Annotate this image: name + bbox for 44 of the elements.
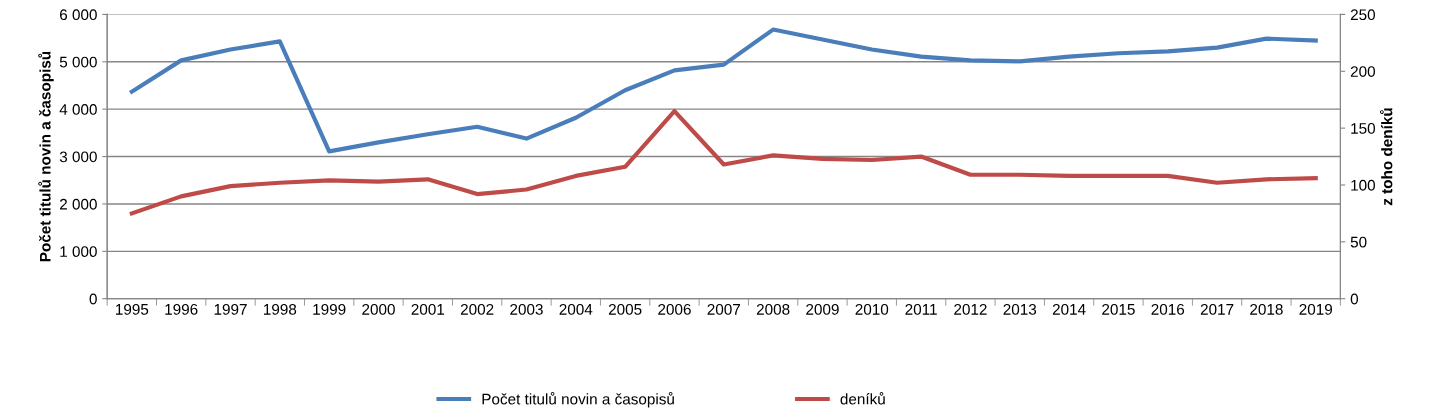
x-tick-label: 2004	[559, 303, 593, 315]
x-tick-label: 2005	[608, 303, 642, 315]
x-tick-label: 2002	[460, 303, 494, 315]
x-tick-label: 2001	[411, 303, 445, 315]
y-tick-label: 4 000	[59, 104, 97, 115]
x-tick-label: 1997	[214, 303, 247, 315]
x-tick-label: 2014	[1052, 303, 1086, 315]
line-series	[129, 27, 1318, 154]
y2-tick-label: 0	[1350, 293, 1359, 305]
y2-tick-label: 100	[1351, 179, 1376, 191]
x-tick-label: 2013	[1003, 303, 1037, 315]
x-tick-label: 2018	[1250, 303, 1283, 315]
legend-label: deníků	[840, 392, 885, 405]
x-tick-label: 2015	[1102, 303, 1135, 315]
x-tick-label: 1996	[165, 303, 198, 315]
x-tick-label: 2007	[707, 303, 741, 315]
y2-tick-label: 200	[1350, 66, 1376, 77]
x-tick-label: 1998	[264, 303, 297, 315]
x-tick-label: 2003	[510, 303, 543, 315]
y-tick-label: 5 000	[59, 56, 97, 68]
x-tick-label: 2006	[658, 303, 691, 315]
y2-tick-label: 150	[1351, 123, 1376, 134]
x-tick-label: 2009	[806, 303, 839, 315]
x-tick-label: 2019	[1299, 303, 1333, 315]
y-tick-label: 0	[89, 293, 97, 305]
y2-axis-title: z toho deníků	[1379, 108, 1393, 206]
y2-tick-label: 50	[1350, 236, 1367, 248]
line-series	[129, 108, 1318, 216]
y-tick-label: 3 000	[59, 151, 97, 163]
y-tick-label: 2 000	[59, 198, 97, 210]
x-tick-label: 1999	[313, 303, 346, 315]
x-tick-label: 1995	[116, 303, 149, 315]
y2-tick-label: 250	[1350, 9, 1376, 21]
y-tick-label: 1 000	[60, 246, 97, 258]
y-tick-label: 6 000	[60, 9, 97, 21]
x-tick-label: 2016	[1151, 303, 1185, 315]
x-tick-label: 2017	[1200, 303, 1234, 315]
x-tick-label: 2012	[954, 303, 987, 315]
x-tick-label: 2000	[362, 303, 395, 315]
x-tick-label: 2011	[905, 303, 937, 315]
x-tick-label: 2008	[756, 303, 790, 315]
x-tick-label: 2010	[855, 303, 889, 315]
legend-label: Počet titulů novin a časopisů	[482, 392, 674, 408]
y-axis-title: Počet titulů novin a časopisů	[38, 51, 54, 262]
